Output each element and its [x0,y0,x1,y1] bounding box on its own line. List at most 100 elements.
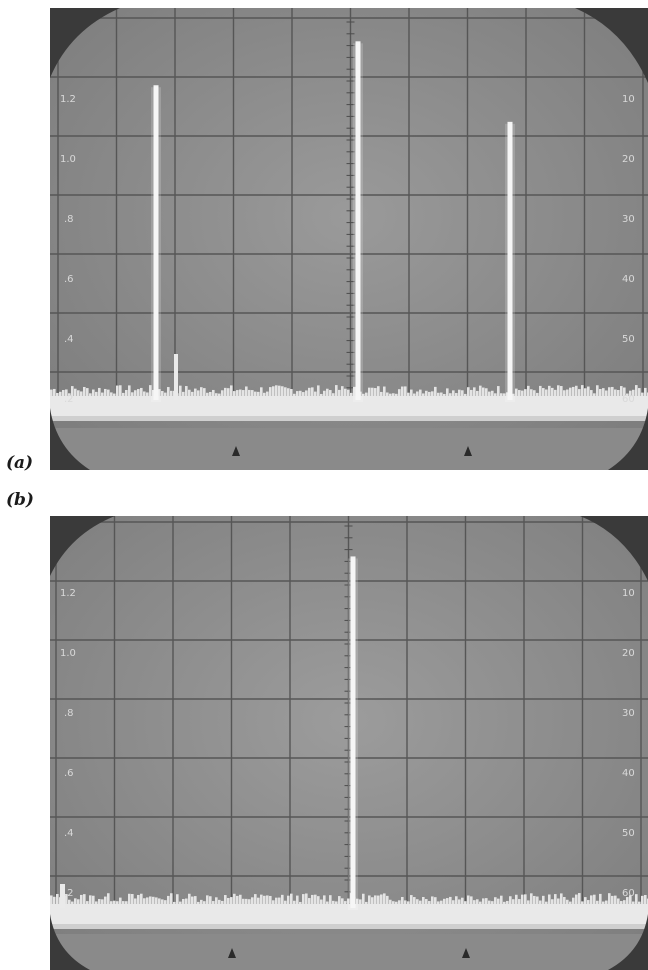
noise-spike [491,901,494,904]
noise-spike [128,385,131,396]
noise-spike [239,389,242,396]
noise-spike [173,901,176,904]
noise-spike [179,385,182,396]
noise-spike [116,385,119,396]
noise-spike [635,385,638,396]
noise-spike [161,899,164,904]
noise-spike [260,387,263,396]
noise-spike [563,896,566,904]
noise-spike [131,894,134,904]
noise-spike [341,386,344,396]
noise-spike [203,901,206,904]
noise-spike [287,388,290,396]
crt-corner-mask [580,516,648,581]
noise-spike [251,390,254,396]
noise-spike [296,895,299,904]
noise-spike [599,389,602,396]
noise-spike [338,896,341,904]
crt-corner-mask [50,8,120,78]
noise-spike [554,389,557,396]
noise-spike [500,393,503,396]
noise-spike [467,895,470,904]
noise-spike [233,391,236,396]
noise-spike [200,387,203,396]
spectral-peak-glow [151,87,161,403]
noise-spike [563,390,566,396]
noise-spike [572,897,575,904]
noise-spike [140,387,143,396]
noise-spike [320,393,323,396]
noise-spike [380,894,383,904]
noise-spike [557,385,560,396]
noise-spike [617,390,620,396]
spectrum-display-b: 1.2 1.0 .8 .6 .4 .2 10 20 30 40 50 60 [50,516,648,970]
noise-spike [233,893,236,904]
noise-spike [608,387,611,396]
noise-spike [353,386,356,396]
noise-spike [125,901,128,904]
noise-spike [629,895,632,904]
noise-spike [107,389,110,396]
noise-spike [191,391,194,396]
noise-spike [539,385,542,396]
noise-spike [149,385,152,396]
noise-spike [473,900,476,904]
noise-spike [449,393,452,396]
noise-spike [122,392,125,396]
noise-spike [431,896,434,904]
noise-spike [626,393,629,396]
noise-spike [407,392,410,396]
noise-spike [122,901,125,904]
noise-spike [443,898,446,904]
noise-spike [221,900,224,904]
noise-spike [209,896,212,904]
noise-spike [86,901,89,904]
noise-spike [272,900,275,904]
noise-spike [317,896,320,904]
noise-spike [56,392,59,396]
left-scale-label: .6 [64,768,74,779]
noise-spike [419,900,422,904]
marker-triangle [232,446,240,456]
noise-spike [575,385,578,396]
noise-spike [527,900,530,904]
noise-spike [248,389,251,396]
noise-spike [626,897,629,904]
noise-spike [413,393,416,396]
spectral-peak-line [355,41,361,400]
noise-spike [554,894,557,904]
minor-spur [174,354,178,400]
noise-spike [251,897,254,904]
noise-spike [530,893,533,904]
noise-spike [437,901,440,904]
noise-spike [116,901,119,904]
noise-spike [401,386,404,396]
noise-spike [185,898,188,904]
noise-spike [644,387,647,396]
noise-spike [416,391,419,396]
noise-spike [587,386,590,396]
noise-spike [371,387,374,396]
noise-spike [410,389,413,396]
noise-spike [608,893,611,904]
noise-spike [182,391,185,396]
marker-triangle [228,948,236,958]
right-scale-label: 30 [622,708,635,719]
noise-spike [287,895,290,904]
left-scale-label: .8 [64,708,74,719]
noise-spike [611,386,614,396]
noise-spike [71,901,74,904]
noise-spike [467,387,470,396]
minor-spur [60,884,65,908]
noise-spike [620,386,623,396]
noise-spike [383,386,386,396]
noise-spike [413,897,416,904]
noise-spike [407,901,410,904]
noise-spike [284,900,287,904]
noise-spike [101,392,104,396]
baseline-edge [50,416,648,421]
noise-spike [479,901,482,904]
noise-spike [503,393,506,396]
panel-a-label: (a) [6,453,34,473]
noise-spike [152,389,155,396]
